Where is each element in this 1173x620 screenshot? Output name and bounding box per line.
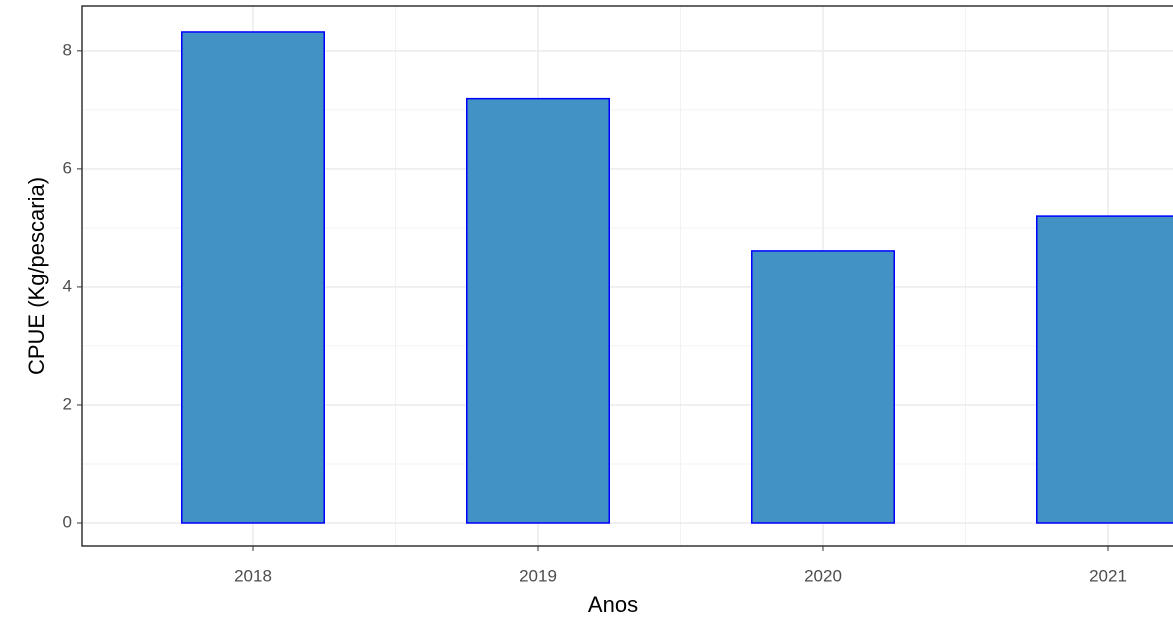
y-tick-label: 6: [63, 158, 72, 177]
x-tick-label: 2021: [1089, 566, 1127, 585]
bar: [181, 31, 325, 524]
y-tick-label: 2: [63, 394, 72, 413]
y-tick-label: 0: [63, 512, 72, 531]
bar: [1036, 215, 1173, 524]
y-axis-title: CPUE (Kg/pescaria): [24, 177, 49, 375]
bar: [466, 97, 610, 524]
x-axis-title: Anos: [588, 592, 638, 617]
bar: [751, 250, 895, 524]
x-tick-label: 2019: [519, 566, 557, 585]
panel-border: [81, 5, 1173, 547]
y-tick-label: 4: [63, 276, 72, 295]
x-tick-label: 2018: [234, 566, 272, 585]
y-tick-label: 8: [63, 40, 72, 59]
x-tick-label: 2020: [804, 566, 842, 585]
